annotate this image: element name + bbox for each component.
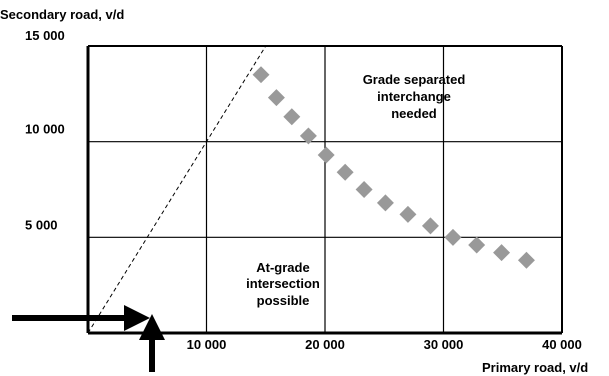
series-point: [252, 66, 270, 84]
annotation-at-grade-line3: possible: [257, 293, 310, 308]
series-point: [517, 251, 535, 269]
annotation-grade-separated-line2: interchange: [377, 89, 451, 104]
series-point: [299, 127, 317, 145]
x-tick-label: 10 000: [187, 337, 227, 352]
series-point: [317, 146, 335, 164]
y-tick-label: 5 000: [25, 217, 58, 232]
series-point: [267, 89, 285, 107]
series-line-diagonal: [87, 45, 267, 334]
series-point: [399, 205, 417, 223]
tick-label-layer: 10 000 20 000 30 000 40 000 5 000 10 000 15 00…: [25, 28, 582, 352]
series-point: [283, 108, 301, 126]
y-axis-label: Secondary road, v/d: [0, 7, 124, 22]
series-point: [376, 194, 394, 212]
grid-layer: [88, 46, 562, 333]
annotation-at-grade-line2: intersection: [246, 276, 320, 291]
annotation-at-grade-line1: At-grade: [256, 260, 309, 275]
arrow-up: [139, 314, 165, 372]
series-point: [336, 163, 354, 181]
x-tick-label: 40 000: [542, 337, 582, 352]
annotation-grade-separated-line1: Grade separated: [363, 72, 466, 87]
arrow-right: [12, 305, 150, 331]
series-layer: [87, 45, 535, 334]
x-axis-label: Primary road, v/d: [482, 360, 588, 375]
series-point: [468, 236, 486, 254]
x-tick-label: 30 000: [424, 337, 464, 352]
x-tick-label: 20 000: [305, 337, 345, 352]
series-point: [444, 228, 462, 246]
series-point: [493, 244, 511, 262]
series-point: [421, 217, 439, 235]
y-tick-label: 15 000: [25, 28, 65, 43]
annotation-grade-separated-line3: needed: [391, 106, 437, 121]
plot-frame-layer: [86, 45, 563, 335]
y-tick-label: 10 000: [25, 122, 65, 137]
arrow-right-head: [124, 305, 150, 331]
series-point: [355, 181, 373, 198]
arrow-up-head: [139, 314, 165, 340]
